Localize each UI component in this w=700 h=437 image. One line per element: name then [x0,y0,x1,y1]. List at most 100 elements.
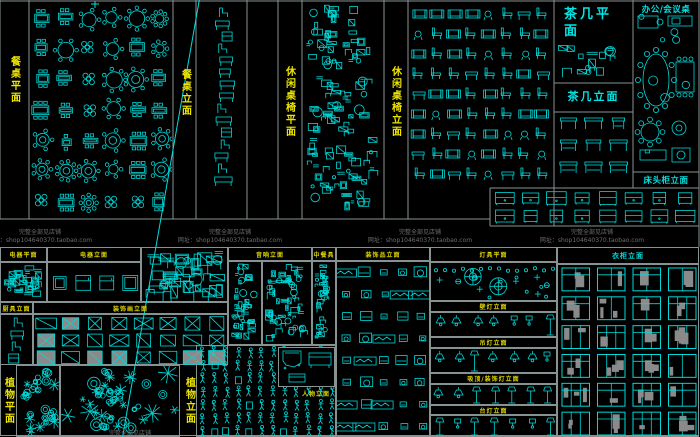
tableware-hdr-text: 中餐具 [313,251,335,259]
decor-hdr: 装饰品立面 [336,247,430,261]
nightstand-label-text: 床头柜立面 [643,176,689,186]
pendant-lamp-hdr-text: 吊灯立面 [479,340,508,347]
dining-elev-drawing [214,7,235,186]
wall-lamp-hdr: 壁灯立面 [430,301,557,312]
kitchen-tools-hdr: 厨具立面 [0,302,33,314]
tea-plan [556,42,631,80]
wall-lamp [430,312,557,337]
wardrobe-hdr-text: 衣柜立面 [612,251,644,260]
kitchen-items-2 [262,261,312,345]
table-lamp-hdr: 台灯立面 [430,405,557,415]
decor [336,261,431,437]
kitchen-tools-hdr-text: 厨具立面 [2,305,31,313]
leisure-plan-drawing [306,4,379,211]
appliance-plan [0,262,47,302]
dining-plan-label: 餐桌平面 [6,48,22,112]
appliance-elev-drawing [53,275,139,291]
wardrobe-drawing [561,267,697,436]
plants-large-drawing [61,366,179,434]
watermark-line2: 网址：shop104640370.taobao.com [539,236,645,244]
kitchen-items-2-drawing [265,264,308,342]
tea-plan-label: 茶几平面 [560,4,616,42]
dining-plan [30,3,172,217]
appliance-plan-hdr-text: 电器平面 [9,252,38,259]
decor-hdr-text: 装饰品立面 [365,251,401,259]
plants-plan [16,365,61,437]
ceiling-lamp [430,384,557,405]
wardrobe-hdr: 衣柜立面 [557,247,699,264]
office-conference-label: 办公/会议桌 [634,3,698,15]
appliance-plan-hdr: 电器平面 [0,247,47,262]
appliance-elev [47,262,141,302]
office-conference [634,14,698,170]
watermark-3: 完整全部见店铺 网址：shop104640370.taobao.com [540,229,644,244]
kitchen-items-3-drawing [314,264,331,339]
lamps-plan-drawing [434,266,556,300]
pendant-lamp-hdr: 吊灯立面 [430,337,557,348]
tea-elev-label-text: 茶几立面 [567,90,620,103]
nightstand-label: 床头柜立面 [633,174,699,186]
audio-hdr-text: 音响立面 [255,251,284,259]
tableware-hdr: 中餐具 [312,247,336,261]
leisure-elev [410,4,551,184]
table-lamp [430,415,557,437]
frames-hdr: 装饰画立面 [33,302,228,314]
watermark-line1: 完整全部见店铺 [18,229,61,236]
plants-plan-label: 植物平面 [1,375,15,427]
wall-lamp-drawing [435,314,555,336]
wall-lamp-hdr-text: 壁灯立面 [479,304,508,311]
watermark-line1: 完整全部见店铺 [108,430,151,437]
table-lamp-hdr-text: 台灯立面 [479,407,508,415]
lamps-plan [430,262,557,301]
audio-hdr: 音响立面 [228,247,312,261]
leisure-plan-label: 休闲桌椅平面 [281,54,297,150]
lamps-plan-hdr-text: 灯具平面 [479,252,508,259]
ceiling-lamp-drawing [433,386,553,404]
office-conference-label-text: 办公/会议桌 [641,5,691,15]
dining-plan-drawing [31,5,172,213]
kitchen-tools-drawing [8,317,24,364]
appliance-elev-hdr: 电器立面 [47,247,141,262]
ceiling-lamp-hdr: 吸顶/装饰灯立面 [430,373,557,384]
wardrobe [557,264,699,437]
nightstand-elev [492,189,698,225]
plants-plan-drawing [20,368,61,436]
watermark-line2: 网址：shop104640370.taobao.com [367,236,473,244]
dining-elev-label: 餐桌立面 [177,64,193,122]
leisure-elev-label-text: 休闲桌椅立面 [389,66,401,138]
watermark-line1: 完整全部见店铺 [570,229,613,236]
kitchen-items-3 [312,261,336,345]
pianos [278,347,335,387]
nightstand-elev-drawing [495,191,696,224]
tea-plan-drawing [558,45,616,78]
office-equipment [141,247,228,303]
tea-elev-drawing [559,117,628,173]
dining-elev-label-text: 餐桌立面 [179,69,191,117]
appliance-plan-drawing [4,265,42,297]
table-lamp-drawing [435,417,556,436]
plants-elev-label: 植物立面 [182,375,196,427]
watermark-line2: 网址：shop104640370.taobao.com [0,236,93,244]
watermark-1: 完整全部见店铺 网址：shop104640370.taobao.com [178,229,282,244]
frames-hdr-text: 装饰画立面 [112,305,148,313]
decor-drawing [337,266,431,432]
lamps-plan-hdr: 灯具平面 [430,247,557,262]
watermark-line1: 完整全部见店铺 [208,229,251,236]
pianos-drawing [282,350,332,383]
watermark-2: 完整全部见店铺 网址：shop104640370.taobao.com [368,229,472,244]
leisure-plan [304,3,382,217]
office-equipment-drawing [145,251,225,303]
ceiling-lamp-hdr-text: 吸顶/装饰灯立面 [467,376,520,383]
office-conference-drawing [634,14,695,163]
tea-plan-label-text: 茶几平面 [564,7,613,39]
figures-hdr-text: 人物立面 [301,391,330,398]
appliance-elev-hdr-text: 电器立面 [79,252,108,259]
leisure-elev-label: 休闲桌椅立面 [387,54,403,150]
leisure-elev-drawing [410,7,550,181]
leisure-plan-label-text: 休闲桌椅平面 [283,66,295,138]
figures-hdr: 人物立面 [296,389,336,398]
pendant-lamp [430,348,557,373]
